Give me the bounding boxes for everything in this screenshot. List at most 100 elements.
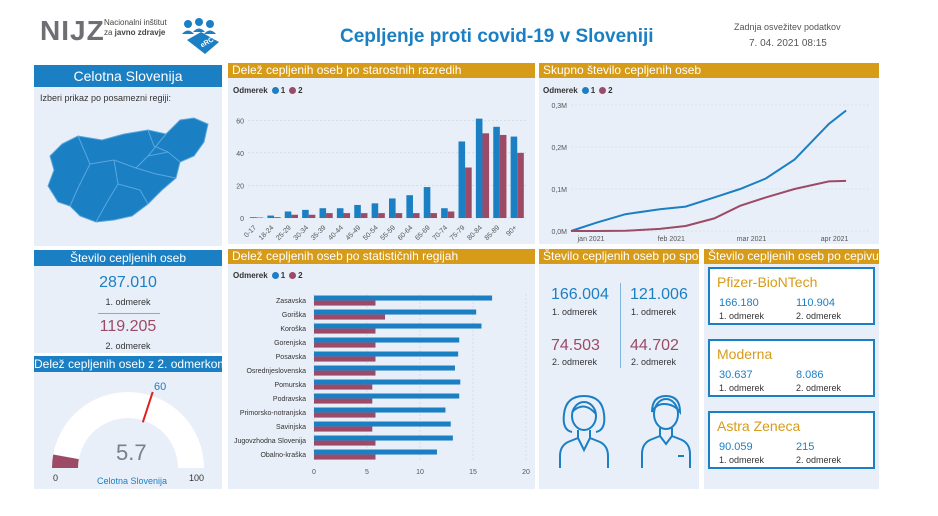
- vaccine-dose1-value: 90.059: [719, 441, 753, 453]
- bar-dose2: [430, 213, 437, 218]
- x-tick-label: 35-39: [310, 224, 328, 242]
- x-tick-label: 55-59: [379, 224, 397, 242]
- x-tick-label: 90+: [505, 224, 518, 237]
- y-tick-label: 40: [236, 151, 244, 158]
- bar-dose1: [314, 337, 460, 343]
- dose-divider: [98, 313, 160, 314]
- bar-dose2: [314, 328, 376, 334]
- bar-dose1: [314, 435, 453, 441]
- bar-dose1: [314, 365, 455, 371]
- y-tick-label: 0,1M: [551, 187, 567, 194]
- region-label: Obalno-kraška: [260, 452, 306, 459]
- dose2-total: 119.205: [99, 318, 157, 335]
- age-chart: 0 20 40 60 0-17 18-24 25-29 30-34 35-39 40-44 45-4…: [236, 118, 526, 242]
- vaccine-dose1-label: 1. odmerek: [719, 311, 765, 321]
- institute-line1: Nacionalni inštitut: [104, 18, 167, 27]
- region-label: Koroška: [280, 326, 306, 333]
- bar-dose2: [314, 384, 373, 390]
- gauge-track: [52, 392, 204, 468]
- region-label: Podravska: [273, 396, 306, 403]
- x-tick-label: 15: [469, 469, 477, 476]
- bar-dose2: [447, 211, 455, 218]
- updated-label: Zadnja osvežitev podatkov: [734, 22, 841, 32]
- bar-dose1: [389, 198, 396, 218]
- vaccine-dose2-label: 2. odmerek: [796, 455, 842, 465]
- region-label: Primorsko-notranjska: [240, 410, 306, 417]
- bar-dose1: [314, 393, 460, 399]
- gauge-min-label: 0: [53, 473, 59, 483]
- bar-dose1: [371, 203, 379, 218]
- region-prompt: Izberi prikaz po posamezni regiji:: [40, 93, 172, 103]
- female-dose1-label: 1. odmerek: [552, 307, 598, 317]
- region-label: Osrednjeslovenska: [246, 368, 306, 375]
- bar-dose1: [302, 209, 309, 218]
- bar-dose2: [465, 167, 472, 218]
- bar-dose2: [314, 314, 386, 320]
- bar-dose1: [284, 211, 292, 218]
- vaccine-name: Astra Zeneca: [717, 418, 801, 434]
- x-tick-label: 70-74: [432, 224, 450, 242]
- bar-dose2: [412, 213, 420, 218]
- bar-dose2: [314, 398, 373, 404]
- region-label: Jugovzhodna Slovenija: [234, 438, 306, 445]
- line-dose1: [570, 109, 847, 232]
- vaccine-card-pfizer: Pfizer-BioNTech 166.180 1. odmerek 110.9…: [708, 267, 875, 325]
- slovenia-map[interactable]: [44, 112, 214, 224]
- dose2-total-label: 2. odmerek: [105, 341, 151, 351]
- bar-dose1: [250, 217, 257, 218]
- vaccine-dose1-value: 30.637: [719, 369, 753, 381]
- x-tick-label: 25-29: [275, 224, 293, 242]
- vaccine-dose1-value: 166.180: [719, 297, 759, 309]
- bar-dose2: [343, 213, 351, 218]
- x-tick-label: 45-49: [345, 224, 363, 242]
- female-dose1: 166.004: [551, 286, 609, 303]
- bar-dose1: [314, 323, 482, 329]
- x-tick-label: 50-54: [362, 224, 380, 242]
- y-tick-label: 60: [236, 118, 244, 125]
- male-dose1: 121.006: [630, 286, 688, 303]
- bar-dose2: [314, 412, 376, 418]
- vaccine-name: Moderna: [717, 346, 773, 362]
- region-label: Posavska: [276, 354, 306, 361]
- bar-dose1: [314, 449, 437, 455]
- x-tick-label: 18-24: [258, 224, 276, 242]
- bar-dose1: [314, 309, 477, 315]
- female-dose2-label: 2. odmerek: [552, 357, 598, 367]
- bar-dose1: [458, 141, 466, 218]
- bar-dose1: [314, 407, 446, 413]
- bar-dose1: [314, 295, 493, 301]
- bar-dose2: [326, 213, 333, 218]
- x-tick-label: 20: [522, 469, 530, 476]
- gauge-target-label: 60: [154, 381, 167, 393]
- x-tick-label: 40-44: [327, 224, 345, 242]
- institute-name: Nacionalni inštitut za javno zdravje: [104, 18, 167, 38]
- gauge-max-label: 100: [189, 473, 205, 483]
- bar-dose2: [314, 356, 376, 362]
- age-chart-title: Delež cepljenih oseb po starostnih razre…: [228, 63, 535, 78]
- institute-line2: za javno zdravje: [104, 28, 166, 37]
- y-tick-label: 20: [236, 183, 244, 190]
- age-chart-legend: Odmerek 1 2: [233, 86, 303, 95]
- vaccine-dose2-value: 215: [796, 441, 815, 453]
- bar-dose1: [493, 126, 500, 218]
- x-tick-label: 30-34: [293, 224, 311, 242]
- bar-dose2: [314, 454, 376, 460]
- x-tick-label: 0: [312, 469, 316, 476]
- vaccine-dose2-value: 110.904: [796, 297, 835, 309]
- page-title: Cepljenje proti covid-19 v Sloveniji: [340, 26, 654, 47]
- bar-dose2: [314, 426, 373, 432]
- dose1-total-label: 1. odmerek: [105, 297, 151, 307]
- count-title: Število cepljenih oseb: [34, 250, 222, 266]
- y-tick-label: 0,3M: [551, 103, 567, 110]
- x-tick-label: 0-17: [243, 224, 258, 239]
- bar-dose1: [354, 204, 361, 218]
- total-chart-panel: [539, 63, 879, 244]
- bar-dose2: [499, 134, 507, 218]
- bar-dose2: [360, 213, 368, 218]
- vaccine-title: Število cepljenih oseb po cepivu: [704, 249, 879, 264]
- vaccine-card-moderna: Moderna 30.637 1. odmerek 8.086 2. odmer…: [708, 339, 875, 397]
- bar-dose1: [510, 136, 518, 218]
- y-tick-label: 0: [240, 216, 244, 223]
- x-tick-label: 80-84: [466, 224, 484, 242]
- bar-dose2: [378, 213, 385, 218]
